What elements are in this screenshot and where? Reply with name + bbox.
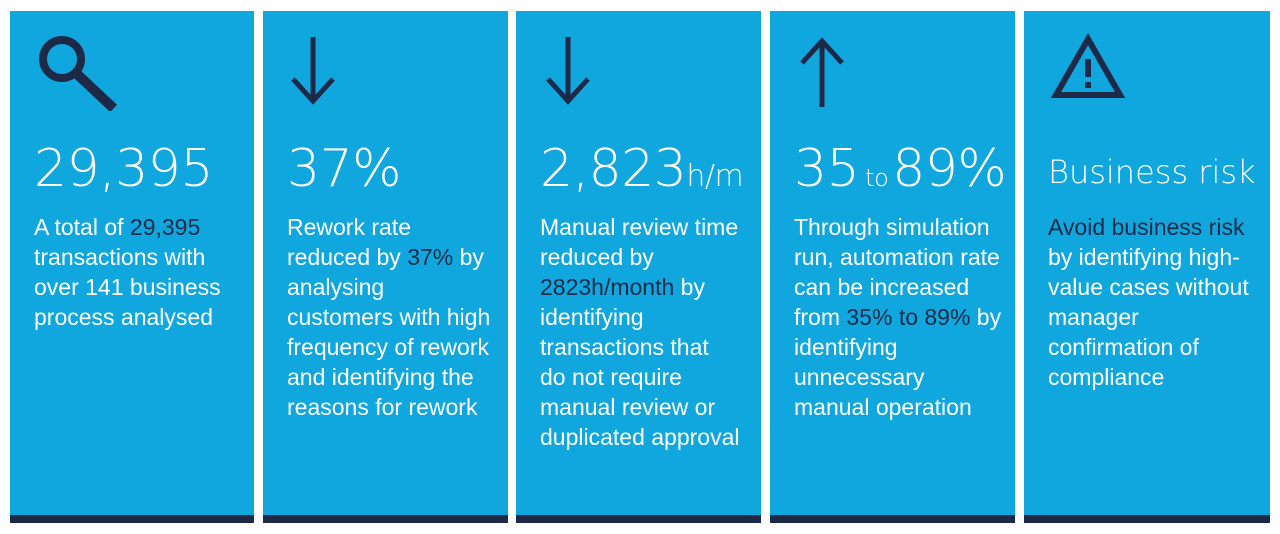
highlight-text: 37% [407, 244, 454, 270]
stat-card-automation-rate: 35 to89% Through simulation run, automati… [770, 11, 1015, 523]
stat-card-rework-rate: 37% Rework rate reduced by 37% by analys… [263, 11, 508, 523]
stat-value: Business risk [1048, 153, 1256, 191]
arrow-up-icon [794, 31, 894, 111]
arrow-down-icon [287, 31, 387, 111]
stat-description: Avoid business risk by identifying high-… [1048, 214, 1249, 390]
highlight-text: 2823h/month [540, 274, 675, 300]
stat-description: A total of 29,395 transactions with over… [34, 214, 221, 330]
stat-description: Through simulation run, automation rate … [794, 214, 1002, 420]
stat-value: 29,395 [34, 139, 213, 199]
stat-card-business-risk: Business risk Avoid business risk by ide… [1024, 11, 1270, 523]
stat-description: Manual review time reduced by 2823h/mont… [540, 214, 740, 450]
stat-card-transactions: 29,395 A total of 29,395 transactions wi… [10, 11, 254, 523]
stat-card-manual-review: 2,823h/m Manual review time reduced by 2… [516, 11, 761, 523]
warning-icon [1048, 31, 1148, 111]
arrow-down-icon [540, 31, 640, 111]
highlight-text: Avoid business risk [1048, 214, 1245, 240]
stat-description: Rework rate reduced by 37% by analysing … [287, 214, 491, 420]
stat-value: 37% [287, 139, 402, 199]
magnifier-icon [34, 31, 134, 111]
stat-value: 35 to89% [794, 139, 1007, 199]
stat-value: 2,823h/m [540, 139, 744, 199]
stat-unit: h/m [686, 159, 744, 194]
highlight-text: 29,395 [129, 214, 201, 240]
highlight-text: 35% to 89% [846, 304, 971, 330]
